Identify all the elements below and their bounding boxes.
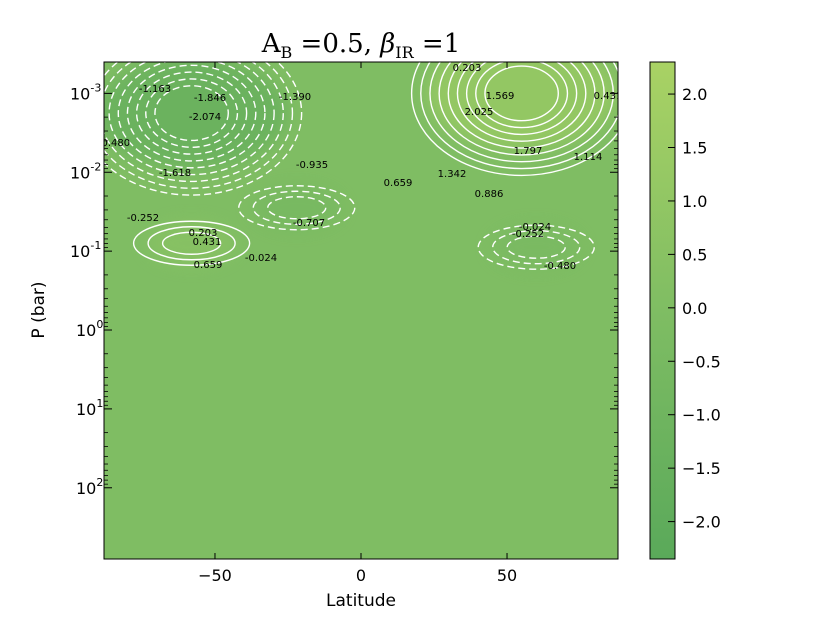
- contour-ring-3-0: [267, 196, 327, 220]
- field-extremum-3: [251, 185, 342, 230]
- contour-label-12: -1.390: [279, 92, 311, 103]
- contour-label-1: 1.569: [486, 91, 515, 102]
- field-extremum-1: [104, 62, 287, 169]
- contour-ring-1-0: [154, 85, 229, 142]
- plot-area: 0.203 1.569 2.025 1.797 1.342 0.886 0.659 1.114…: [98, 62, 623, 559]
- contour-ring-1-3: [126, 64, 257, 162]
- contour-label-16: -0.252: [127, 213, 159, 224]
- contour-label-20: 0.659: [194, 260, 223, 271]
- contour-ring-2-1: [147, 226, 236, 261]
- contour-label-6: 0.659: [384, 178, 413, 189]
- contour-label-13: -0.480: [98, 138, 130, 149]
- contour-label-2: 2.025: [465, 107, 494, 118]
- contour-ring-0-8: [410, 62, 618, 177]
- contour-ring-0-2: [465, 62, 578, 136]
- contour-ring-3-1: [252, 190, 341, 225]
- colorbar-tick-label-1: 1.5: [682, 139, 707, 158]
- contour-labels: 0.203 1.569 2.025 1.797 1.342 0.886 0.659 1.114…: [98, 63, 623, 272]
- x-tick-label-2: 50: [497, 566, 517, 585]
- y-axis-label: P (bar): [29, 281, 49, 338]
- contour-ring-0-0: [484, 65, 559, 122]
- colorbar-tick-label-8: −2.0: [682, 513, 721, 532]
- y-tick-label-5: 102: [76, 476, 103, 498]
- contour-ring-1-2: [135, 71, 248, 155]
- contour-lines: [104, 62, 618, 270]
- x-axis: −50 0 50: [198, 62, 517, 585]
- contour-ring-0-1: [475, 62, 569, 129]
- contour-label-24: -0.480: [544, 261, 576, 272]
- contour-ring-2-2: [132, 220, 251, 266]
- contour-ring-2-0: [161, 231, 222, 255]
- contour-label-0: 0.203: [453, 63, 482, 74]
- contour-label-10: -1.846: [194, 93, 226, 104]
- field-extremum-2: [146, 221, 237, 266]
- contour-label-19: 0.431: [193, 237, 222, 248]
- colorbar-tick-label-2: 1.0: [682, 192, 707, 211]
- colorbar-tick-label-3: 0.5: [682, 245, 707, 264]
- contour-label-11: -2.074: [189, 112, 221, 123]
- contour-label-21: -0.024: [245, 253, 277, 264]
- contour-label-3: 1.797: [514, 146, 543, 157]
- contour-ring-3-2: [238, 185, 356, 231]
- contour-label-9: -1.163: [139, 84, 171, 95]
- y-tick-label-3: 100: [76, 318, 103, 340]
- colorbar-tick-label-6: −1.0: [682, 406, 721, 425]
- y-axis: 10-3 10-2 10-1 100 101 102: [70, 81, 618, 498]
- contour-label-14: -1.618: [159, 168, 191, 179]
- contour-ring-0-4: [447, 62, 596, 149]
- x-tick-label-1: 0: [356, 566, 366, 585]
- contour-label-8: 0.431: [594, 91, 623, 102]
- contour-label-22: -0.024: [519, 222, 551, 233]
- contour-label-18: 0.203: [189, 228, 218, 239]
- colorbar-tick-label-0: 2.0: [682, 85, 707, 104]
- contour-ring-0-7: [420, 62, 618, 170]
- colorbar-tick-label-7: −1.5: [682, 459, 721, 478]
- contour-ring-1-6: [104, 62, 284, 183]
- contour-label-5: 0.886: [475, 189, 504, 200]
- contour-label-15: -0.935: [296, 160, 328, 171]
- y-tick-label-0: 10-3: [70, 81, 101, 103]
- contour-label-4: 1.342: [438, 169, 467, 180]
- contour-ring-0-5: [438, 62, 605, 156]
- colorbar-gradient: [649, 61, 676, 560]
- x-axis-label: Latitude: [326, 591, 396, 611]
- contour-ring-4-1: [492, 229, 581, 265]
- contour-ring-0-3: [456, 62, 587, 142]
- contour-ring-1-8: [104, 62, 303, 196]
- colorbar-tick-label-5: −0.5: [682, 352, 721, 371]
- contour-label-7: 1.114: [574, 152, 603, 163]
- contour-ring-4-2: [477, 224, 595, 270]
- contour-label-17: -0.707: [293, 218, 325, 229]
- colorbar-ticks: 2.0 1.5 1.0 0.5 0.0 −0.5 −1.0 −1.5 −2.0: [668, 85, 721, 532]
- contour-ring-1-4: [117, 62, 266, 169]
- contour-label-23: -0.252: [512, 229, 544, 240]
- contour-ring-1-5: [108, 62, 275, 176]
- x-tick-label-0: −50: [198, 566, 232, 585]
- contour-ring-4-0: [506, 235, 566, 259]
- field-shading: [104, 62, 617, 270]
- y-tick-label-1: 10-2: [70, 160, 101, 182]
- colorbar: 2.0 1.5 1.0 0.5 0.0 −0.5 −1.0 −1.5 −2.0: [649, 61, 721, 560]
- y-tick-label-4: 101: [76, 397, 103, 419]
- field-extremum-4: [491, 225, 582, 270]
- contour-ring-1-1: [145, 78, 239, 148]
- contour-ring-1-7: [104, 62, 294, 189]
- field-extremum-0: [426, 62, 617, 149]
- chart-title: AB =0.5, βIR =1: [261, 29, 460, 62]
- colorbar-tick-label-4: 0.0: [682, 299, 707, 318]
- y-tick-label-2: 10-1: [70, 239, 101, 261]
